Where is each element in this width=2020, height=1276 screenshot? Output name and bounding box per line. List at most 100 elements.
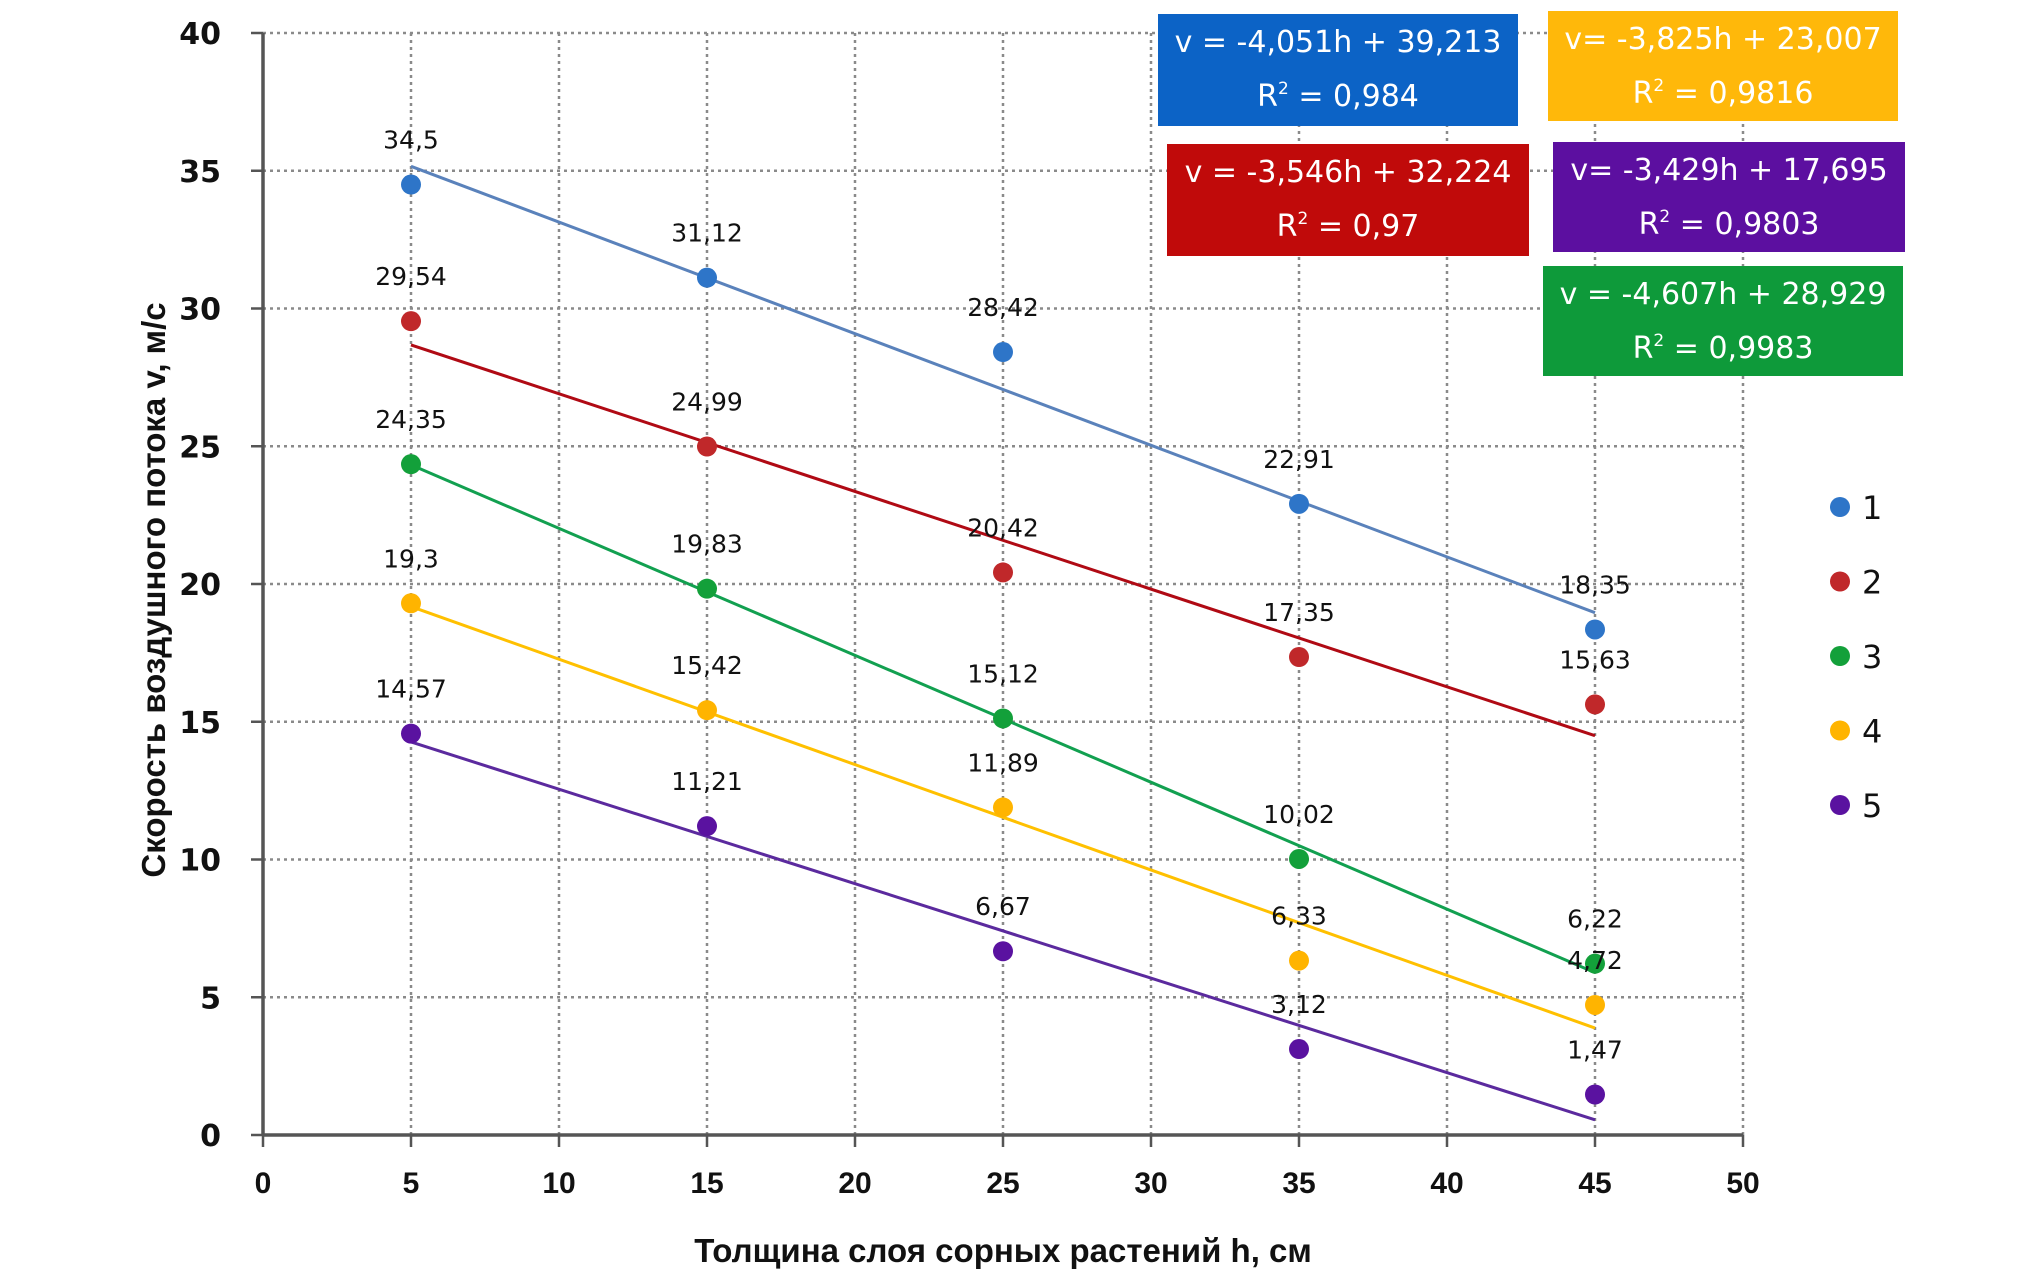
legend-label-series-2: 2 [1862, 564, 1882, 602]
data-label: 4,72 [1567, 946, 1623, 975]
data-label: 19,83 [671, 530, 743, 559]
equation-box-series-4: v= -3,825h + 23,007 R2 = 0,9816 [1548, 11, 1898, 121]
data-labels: 34,5 31,12 28,42 22,91 18,35 29,54 24,99 20,42 1… [375, 126, 1631, 1065]
superscript: 2 [1659, 207, 1671, 227]
y-axis-ticks: 0 5 10 15 20 25 30 35 40 [179, 17, 221, 1154]
data-label: 3,12 [1271, 990, 1327, 1019]
x-axis-ticks: 0 5 10 15 20 25 30 35 40 45 50 [255, 1167, 1760, 1200]
y-tick-label: 0 [200, 1119, 221, 1154]
y-tick-label: 35 [179, 155, 221, 190]
r2-text: R2 = 0,9816 [1632, 76, 1814, 111]
r2-text: R2 = 0,97 [1276, 209, 1420, 244]
x-axis-title: Толщина слоя сорных растений h, см [694, 1232, 1312, 1269]
data-label: 11,21 [671, 767, 743, 796]
data-point-series-2 [993, 562, 1013, 583]
equation-text: v = -4,607h + 28,929 [1559, 277, 1887, 312]
x-tick-label: 50 [1726, 1167, 1759, 1200]
y-tick-label: 25 [179, 430, 221, 465]
x-tick-label: 40 [1430, 1167, 1463, 1200]
data-label: 6,67 [975, 892, 1031, 921]
equation-box-series-3: v = -4,607h + 28,929 R2 = 0,9983 [1543, 266, 1903, 376]
y-tick-label: 20 [179, 568, 221, 603]
r2-text: R2 = 0,9983 [1632, 331, 1814, 366]
superscript: 2 [1297, 209, 1309, 229]
data-label: 15,12 [967, 659, 1039, 688]
legend-label-series-5: 5 [1862, 787, 1882, 825]
data-label: 6,22 [1567, 905, 1623, 934]
data-point-series-4 [401, 593, 421, 614]
trendline-series-1 [410, 164, 1596, 615]
data-label: 1,47 [1567, 1036, 1623, 1065]
trendline-series-2 [410, 343, 1596, 738]
data-label: 14,57 [375, 675, 447, 704]
y-tick-label: 10 [179, 844, 221, 879]
legend-marker-series-5 [1830, 795, 1850, 815]
x-tick-label: 25 [986, 1167, 1019, 1200]
superscript: 2 [1653, 331, 1665, 351]
data-point-series-3 [1289, 848, 1309, 869]
data-label: 19,3 [383, 544, 439, 573]
data-point-series-4 [1585, 994, 1605, 1015]
equation-text: v = -4,051h + 39,213 [1174, 25, 1502, 60]
x-tick-label: 0 [255, 1167, 272, 1200]
data-point-series-2 [401, 311, 421, 332]
equation-box-series-1: v = -4,051h + 39,213 R2 = 0,984 [1158, 14, 1518, 126]
x-tick-label: 15 [690, 1167, 723, 1200]
data-label: 20,42 [967, 513, 1039, 542]
legend-label-series-4: 4 [1862, 713, 1882, 751]
data-point-series-3 [697, 578, 717, 599]
trendline-series-5 [410, 740, 1596, 1122]
data-point-series-3 [401, 454, 421, 475]
data-label: 15,42 [671, 651, 743, 680]
data-point-series-1 [697, 267, 717, 288]
legend-marker-series-3 [1830, 646, 1850, 666]
data-point-series-1 [1585, 619, 1605, 640]
equation-text: v = -3,546h + 32,224 [1184, 155, 1512, 190]
x-tick-label: 20 [838, 1167, 871, 1200]
data-point-series-2 [1585, 694, 1605, 715]
data-point-series-4 [993, 797, 1013, 818]
equation-text: v= -3,429h + 17,695 [1570, 153, 1888, 188]
x-tick-label: 45 [1578, 1167, 1611, 1200]
equation-text: v= -3,825h + 23,007 [1564, 22, 1882, 57]
data-label: 31,12 [671, 219, 743, 248]
data-label: 6,33 [1271, 902, 1327, 931]
data-point-series-3 [993, 708, 1013, 729]
y-tick-label: 30 [179, 293, 221, 328]
data-point-series-4 [1289, 950, 1309, 971]
data-label: 28,42 [967, 293, 1039, 322]
data-point-series-2 [697, 436, 717, 457]
data-label: 11,89 [967, 748, 1039, 777]
data-point-series-4 [697, 700, 717, 721]
y-tick-label: 40 [179, 17, 221, 52]
legend-label-series-1: 1 [1862, 489, 1882, 527]
legend-marker-series-4 [1830, 720, 1850, 741]
data-point-series-2 [1289, 647, 1309, 668]
y-tick-label: 5 [200, 981, 221, 1016]
x-tick-label: 30 [1134, 1167, 1167, 1200]
data-label: 15,63 [1559, 645, 1631, 674]
legend-label-series-3: 3 [1862, 638, 1882, 676]
data-point-series-5 [1585, 1084, 1605, 1105]
data-point-series-5 [401, 723, 421, 744]
legend-marker-series-2 [1830, 571, 1850, 592]
data-label: 29,54 [375, 262, 447, 291]
data-label: 18,35 [1559, 570, 1631, 599]
data-label: 24,35 [375, 405, 447, 434]
data-points [401, 174, 1605, 1105]
r2-text: R2 = 0,9803 [1638, 207, 1820, 242]
legend-marker-series-1 [1830, 497, 1850, 517]
equation-box-series-2: v = -3,546h + 32,224 R2 = 0,97 [1167, 144, 1529, 256]
data-label: 17,35 [1263, 598, 1335, 627]
y-tick-label: 15 [179, 706, 221, 741]
data-point-series-5 [993, 941, 1013, 962]
x-tick-label: 5 [403, 1167, 420, 1200]
data-point-series-5 [1289, 1039, 1309, 1060]
data-point-series-5 [697, 816, 717, 837]
axes [251, 31, 1745, 1147]
superscript: 2 [1277, 79, 1289, 99]
data-point-series-1 [401, 174, 421, 195]
x-tick-label: 35 [1282, 1167, 1315, 1200]
data-point-series-1 [993, 342, 1013, 363]
data-label: 24,99 [671, 388, 743, 417]
